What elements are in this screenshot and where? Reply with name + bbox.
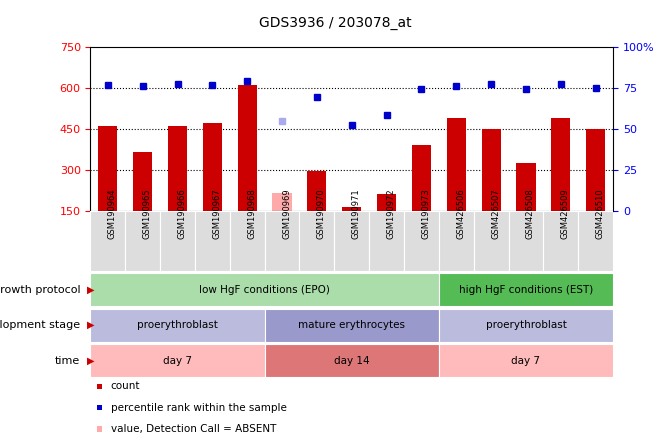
Bar (439, 211, 474, 271)
Bar (412, 145, 431, 211)
Text: GDS3936 / 203078_at: GDS3936 / 203078_at (259, 16, 411, 30)
Bar (133, 152, 152, 211)
Text: GSM426509: GSM426509 (561, 188, 570, 238)
Bar (543, 211, 578, 271)
Text: GSM426510: GSM426510 (596, 188, 604, 238)
Bar (377, 194, 396, 211)
Bar (125, 211, 160, 271)
Text: count: count (111, 381, 140, 391)
Bar (342, 207, 361, 211)
Bar (439, 273, 613, 306)
Text: GSM426508: GSM426508 (526, 188, 535, 239)
Text: proerythroblast: proerythroblast (486, 320, 566, 330)
Bar (203, 123, 222, 211)
Bar (474, 211, 509, 271)
Text: day 7: day 7 (511, 356, 541, 366)
Text: GSM426507: GSM426507 (491, 188, 500, 239)
Text: growth protocol: growth protocol (0, 285, 80, 295)
Bar (447, 118, 466, 211)
Text: GSM190969: GSM190969 (282, 188, 291, 238)
Bar (160, 211, 195, 271)
Bar (369, 211, 404, 271)
Bar (273, 193, 291, 211)
Text: GSM190972: GSM190972 (387, 188, 395, 238)
Text: ▶: ▶ (87, 320, 94, 330)
Text: time: time (55, 356, 80, 366)
Bar (439, 344, 613, 377)
Bar (265, 344, 439, 377)
Bar (265, 309, 439, 342)
Bar (98, 126, 117, 211)
Bar (299, 211, 334, 271)
Text: value, Detection Call = ABSENT: value, Detection Call = ABSENT (111, 424, 276, 434)
Bar (586, 129, 605, 211)
Text: proerythroblast: proerythroblast (137, 320, 218, 330)
Bar (334, 211, 369, 271)
Bar (482, 129, 500, 211)
Text: GSM426506: GSM426506 (456, 188, 465, 239)
Text: ▶: ▶ (87, 356, 94, 366)
Bar (238, 85, 257, 211)
Text: GSM190971: GSM190971 (352, 188, 360, 238)
Bar (578, 211, 613, 271)
Text: percentile rank within the sample: percentile rank within the sample (111, 403, 286, 412)
Text: GSM190968: GSM190968 (247, 188, 256, 239)
Text: day 14: day 14 (334, 356, 370, 366)
Text: day 7: day 7 (163, 356, 192, 366)
Bar (265, 211, 299, 271)
Bar (230, 211, 265, 271)
Text: mature erythrocytes: mature erythrocytes (298, 320, 405, 330)
Text: GSM190970: GSM190970 (317, 188, 326, 238)
Bar (404, 211, 439, 271)
Text: development stage: development stage (0, 320, 80, 330)
Text: GSM190967: GSM190967 (212, 188, 221, 239)
Bar (308, 171, 326, 211)
Text: high HgF conditions (EST): high HgF conditions (EST) (459, 285, 593, 295)
Text: low HgF conditions (EPO): low HgF conditions (EPO) (199, 285, 330, 295)
Bar (90, 211, 125, 271)
Bar (90, 344, 265, 377)
Text: GSM190965: GSM190965 (143, 188, 151, 238)
Text: GSM190964: GSM190964 (108, 188, 117, 238)
Bar (195, 211, 230, 271)
Bar (509, 211, 543, 271)
Text: GSM190973: GSM190973 (421, 188, 430, 239)
Bar (168, 126, 187, 211)
Text: GSM190966: GSM190966 (178, 188, 186, 239)
Text: ▶: ▶ (87, 285, 94, 295)
Bar (90, 273, 439, 306)
Bar (517, 163, 535, 211)
Bar (90, 309, 265, 342)
Bar (439, 309, 613, 342)
Bar (551, 118, 570, 211)
